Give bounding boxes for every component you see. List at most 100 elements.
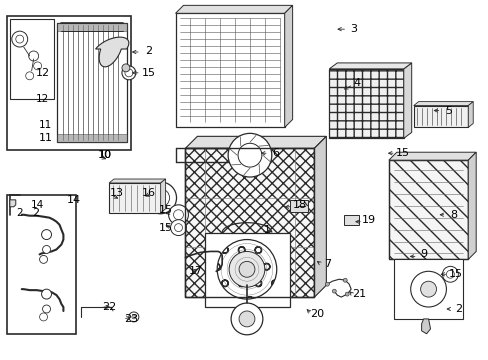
Circle shape — [173, 210, 183, 220]
Polygon shape — [468, 102, 472, 127]
Polygon shape — [314, 136, 325, 297]
Polygon shape — [403, 63, 411, 138]
Circle shape — [132, 315, 136, 319]
Text: 5: 5 — [444, 105, 451, 116]
Text: 23: 23 — [123, 314, 138, 324]
Polygon shape — [328, 63, 411, 69]
Text: 6: 6 — [272, 148, 279, 158]
Circle shape — [124, 69, 133, 77]
Text: 16: 16 — [142, 188, 155, 198]
Circle shape — [420, 281, 436, 297]
Circle shape — [442, 266, 457, 282]
Polygon shape — [413, 102, 472, 105]
Circle shape — [174, 224, 182, 231]
Circle shape — [42, 246, 50, 253]
Circle shape — [122, 66, 136, 80]
Text: 12: 12 — [36, 94, 49, 104]
Polygon shape — [109, 179, 165, 183]
Bar — [10, 19, 54, 99]
Text: 15: 15 — [142, 68, 155, 78]
Circle shape — [156, 194, 164, 202]
Circle shape — [168, 205, 188, 225]
Text: 10: 10 — [98, 150, 112, 160]
Text: 11: 11 — [39, 133, 52, 143]
Text: 13: 13 — [110, 188, 124, 198]
Bar — [57, 23, 127, 31]
Bar — [175, 13, 284, 127]
Bar — [109, 183, 161, 213]
Bar — [57, 23, 127, 142]
Circle shape — [122, 64, 130, 72]
Text: 15: 15 — [395, 148, 409, 158]
Text: 11: 11 — [39, 121, 52, 130]
Circle shape — [228, 133, 271, 177]
Text: 2: 2 — [17, 208, 23, 218]
Text: 19: 19 — [361, 215, 375, 225]
Text: 15: 15 — [158, 205, 172, 215]
Circle shape — [229, 251, 264, 287]
Circle shape — [410, 271, 446, 307]
Bar — [185, 148, 314, 297]
Polygon shape — [421, 319, 429, 334]
Bar — [393, 260, 462, 319]
Circle shape — [41, 289, 51, 299]
Text: 14: 14 — [31, 200, 44, 210]
Circle shape — [446, 270, 453, 278]
Text: 1: 1 — [264, 225, 271, 235]
Circle shape — [129, 312, 139, 322]
Bar — [388, 160, 468, 260]
Polygon shape — [388, 152, 475, 160]
Text: 9: 9 — [419, 249, 427, 260]
Bar — [344, 215, 358, 225]
Bar — [205, 233, 289, 307]
Polygon shape — [95, 37, 129, 67]
Polygon shape — [468, 152, 475, 260]
Circle shape — [41, 230, 51, 239]
Text: 20: 20 — [310, 309, 324, 319]
Text: 7: 7 — [323, 259, 330, 269]
Bar — [7, 16, 131, 150]
Polygon shape — [175, 5, 292, 13]
Text: 2: 2 — [145, 46, 152, 56]
Circle shape — [42, 305, 50, 313]
Circle shape — [144, 182, 176, 214]
Polygon shape — [10, 200, 16, 207]
Circle shape — [343, 278, 346, 282]
Text: 2: 2 — [32, 208, 39, 218]
Text: 4: 4 — [353, 78, 360, 88]
Bar — [185, 148, 314, 297]
Circle shape — [151, 189, 169, 207]
Circle shape — [26, 72, 34, 80]
Text: 15: 15 — [158, 222, 172, 233]
Circle shape — [239, 261, 254, 277]
Circle shape — [170, 220, 186, 235]
Circle shape — [29, 51, 39, 61]
Bar — [289, 200, 307, 212]
Circle shape — [40, 255, 47, 264]
Circle shape — [345, 292, 348, 296]
Text: 10: 10 — [98, 150, 111, 160]
Text: 18: 18 — [292, 200, 306, 210]
Text: 2: 2 — [454, 304, 461, 314]
Text: 15: 15 — [447, 269, 462, 279]
Bar — [7, 195, 76, 334]
Circle shape — [238, 143, 262, 167]
Text: 22: 22 — [102, 302, 116, 312]
Bar — [413, 105, 468, 127]
Text: 12: 12 — [36, 68, 49, 78]
Circle shape — [40, 313, 47, 321]
Polygon shape — [161, 179, 165, 213]
Text: 8: 8 — [449, 210, 456, 220]
Circle shape — [16, 35, 24, 43]
Circle shape — [325, 282, 328, 286]
Text: 17: 17 — [189, 266, 203, 276]
Circle shape — [12, 31, 28, 47]
Text: 14: 14 — [67, 195, 81, 205]
Bar — [328, 69, 403, 138]
Text: 21: 21 — [351, 289, 366, 299]
Circle shape — [34, 62, 41, 70]
Circle shape — [231, 303, 263, 335]
Bar — [388, 160, 468, 260]
Text: 3: 3 — [350, 24, 357, 34]
Polygon shape — [284, 5, 292, 127]
